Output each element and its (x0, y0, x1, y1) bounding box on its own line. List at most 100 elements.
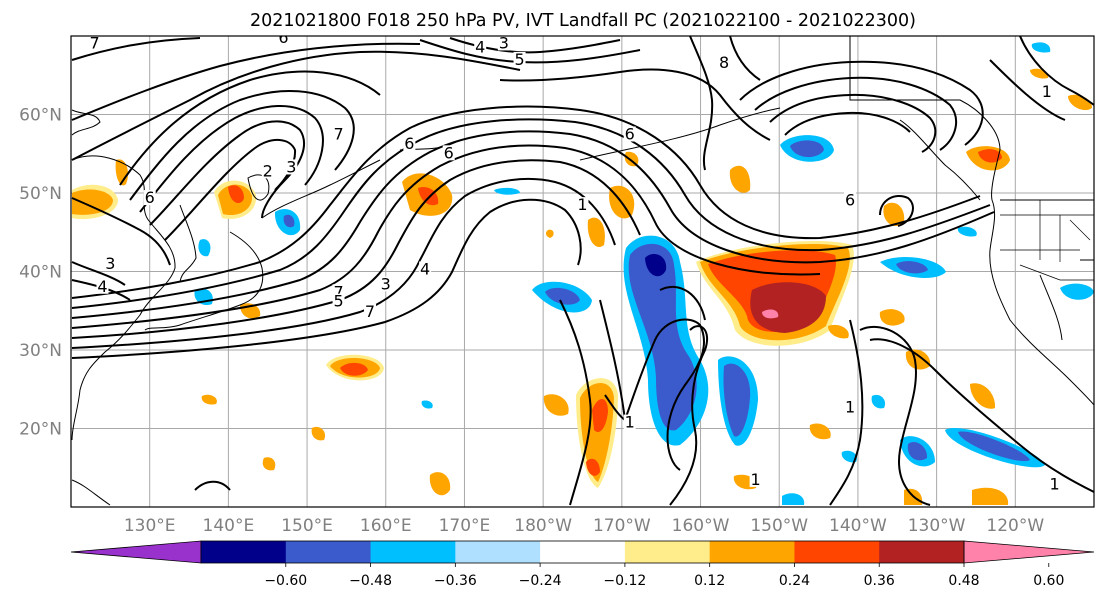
contour-label-bg (96, 278, 109, 294)
contour-label-bg (332, 293, 345, 309)
contour-label-bg (718, 55, 731, 71)
contour-label-bg (364, 303, 377, 319)
colorbar-segment (879, 541, 965, 563)
contour-label: 1 (577, 195, 587, 214)
contour-label: 6 (444, 143, 454, 162)
colorbar-tick-label: 0.48 (948, 573, 979, 589)
contour-label-bg (104, 256, 117, 272)
colorbar-extend-high (963, 540, 1095, 564)
lon-label: 160°E (360, 516, 412, 536)
colorbar-tick-label: 0.36 (864, 573, 895, 589)
lon-label: 120°W (986, 516, 1044, 536)
contour-label-bg (403, 135, 416, 151)
colorbar-tick-label: −0.36 (434, 573, 477, 589)
contour-label-bg (513, 51, 526, 67)
contour-label-bg (623, 126, 636, 142)
contour-label-bg (576, 197, 589, 213)
lon-label: 180°W (514, 516, 572, 536)
contour-label-bg (497, 36, 510, 51)
contour-label-bg (261, 163, 274, 179)
contour-label: 6 (625, 124, 635, 143)
coastlines (71, 36, 1094, 506)
map-frame (70, 35, 1095, 508)
contour-label-bg (379, 276, 392, 292)
lat-label: 20°N (19, 420, 62, 440)
contour-label: 5 (333, 292, 343, 311)
state-borders (1000, 200, 1094, 281)
contour-label: 1 (845, 398, 855, 417)
contour-label: 4 (420, 260, 430, 279)
pv-contours (71, 36, 1094, 506)
lon-label: 170°E (439, 516, 491, 536)
lat-label: 30°N (19, 341, 62, 361)
contour-label-bg (285, 159, 298, 175)
colorbar-tick-label: −0.12 (603, 573, 646, 589)
lon-label: 160°W (672, 516, 730, 536)
contour-label: 7 (90, 33, 100, 52)
contour-label: 5 (514, 50, 524, 69)
contour-label: 6 (404, 134, 414, 153)
contour-label: 1 (1042, 82, 1052, 101)
colorbar-extend-low (70, 540, 202, 564)
contour-label: 1 (1050, 475, 1060, 494)
colorbar-tick-label: −0.60 (264, 573, 307, 589)
negative-anomaly (194, 42, 1094, 505)
contour-label-bg (623, 414, 636, 430)
lat-label: 40°N (19, 263, 62, 283)
contour-label: 3 (105, 254, 115, 273)
colorbar-segment (540, 541, 626, 563)
colorbar-segment (201, 541, 287, 563)
contour-label: 3 (286, 157, 296, 176)
colorbar-segment (794, 541, 880, 563)
contour-label-bg (277, 36, 290, 45)
contour-label-bg (419, 261, 432, 277)
map-title: 2021021800 F018 250 hPa PV, IVT Landfall… (250, 11, 916, 31)
lon-label: 130°E (124, 516, 176, 536)
lon-label: 130°W (908, 516, 966, 536)
contour-label-bg (474, 39, 487, 55)
latitude-labels: 60°N 50°N 40°N 30°N 20°N (19, 106, 62, 440)
lon-label: 140°W (829, 516, 887, 536)
colorbar-tick-label: 0.60 (1033, 573, 1064, 589)
contour-label-bg (332, 126, 345, 142)
contour-label-bg (749, 471, 762, 487)
contour-label: 4 (97, 277, 107, 296)
contour-label-bg (1048, 476, 1061, 492)
lat-label: 50°N (19, 184, 62, 204)
contour-label-bg (1040, 84, 1053, 100)
shading (72, 42, 1094, 505)
lon-label: 150°W (750, 516, 808, 536)
colorbar-segment (709, 541, 795, 563)
colorbar-frame (200, 540, 965, 564)
colorbar-tick-label: −0.48 (349, 573, 392, 589)
contour-label: 7 (333, 124, 343, 143)
contour-label: 6 (278, 28, 288, 47)
colorbar-segment (455, 541, 541, 563)
colorbar-segment (285, 541, 372, 563)
contour-label: 8 (719, 53, 729, 72)
colorbar-segment (624, 541, 711, 563)
contour-label-bg (442, 145, 455, 161)
lat-label: 60°N (19, 106, 62, 126)
contour-label: 6 (845, 190, 855, 209)
contour-label: 3 (381, 274, 391, 293)
contour-label: 3 (499, 33, 509, 52)
colorbar-tick-label: −0.24 (519, 573, 562, 589)
contour-label: 1 (751, 470, 761, 489)
contour-label-bg (844, 192, 857, 208)
colorbar-tick-label: 0.12 (694, 573, 725, 589)
longitude-labels: 130°E 140°E 150°E 160°E 170°E 180°W 170°W 160°W… (124, 516, 1045, 536)
lon-label: 140°E (203, 516, 255, 536)
contour-label: 2 (263, 161, 273, 180)
contour-label-bg (88, 36, 101, 51)
lon-label: 150°E (281, 516, 333, 536)
contour-label: 7 (333, 282, 343, 301)
lon-label: 170°W (593, 516, 651, 536)
contour-label: 1 (625, 413, 635, 432)
contour-label-bg (143, 190, 156, 206)
contour-label: 7 (365, 302, 375, 321)
contour-label-bg (844, 399, 857, 415)
